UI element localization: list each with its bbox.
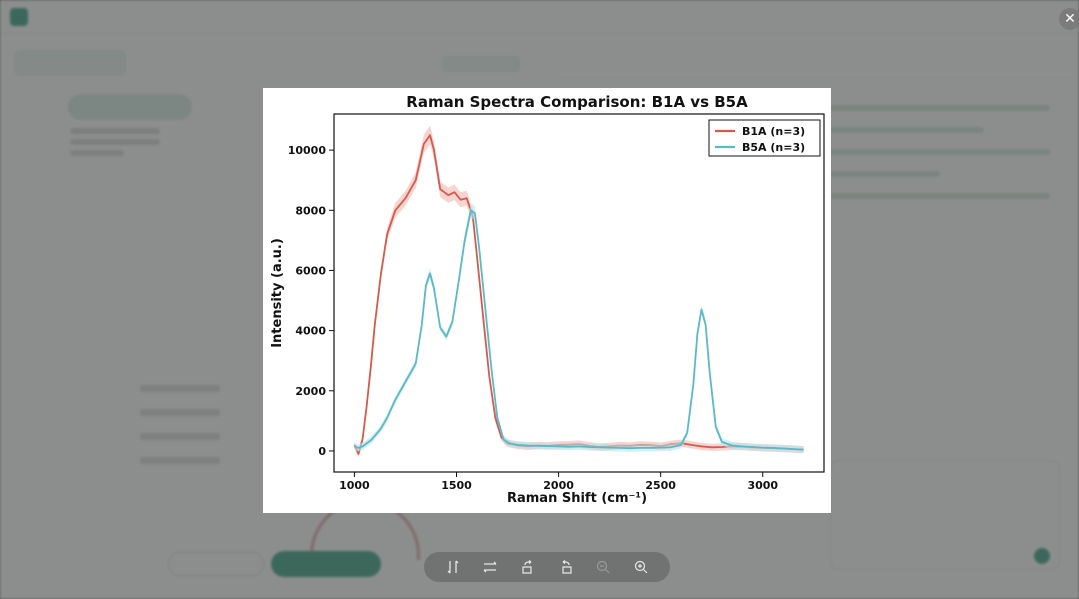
rotate-right-icon <box>522 560 532 574</box>
flip-vertical-icon <box>447 560 459 574</box>
y-tick-label: 2000 <box>295 385 326 398</box>
zoom-in-button[interactable] <box>630 556 652 578</box>
y-tick-label: 8000 <box>295 204 326 217</box>
close-button[interactable]: ✕ <box>1059 8 1079 30</box>
x-axis-label: Raman Shift (cm⁻¹) <box>507 491 647 506</box>
zoom-out-button[interactable] <box>592 556 614 578</box>
chart-title: Raman Spectra Comparison: B1A vs B5A <box>406 93 748 111</box>
series-line-0 <box>353 134 804 455</box>
x-tick-label: 2500 <box>645 479 676 492</box>
rotate-right-button[interactable] <box>517 556 539 578</box>
preview-image[interactable]: Raman Spectra Comparison: B1A vs B5A 100… <box>263 88 831 513</box>
series-line-1 <box>354 209 804 451</box>
flip-vertical-button[interactable] <box>442 556 464 578</box>
x-tick-label: 1500 <box>441 479 472 492</box>
x-tick-label: 2000 <box>543 479 574 492</box>
series-band-0 <box>354 125 804 458</box>
flip-horizontal-icon <box>484 561 497 573</box>
rotate-left-icon <box>562 560 572 574</box>
zoom-in-icon <box>635 560 648 574</box>
close-icon: ✕ <box>1064 11 1076 27</box>
y-tick-label: 0 <box>318 445 326 458</box>
viewer-toolbar <box>424 552 670 582</box>
legend-label-0: B1A (n=3) <box>742 125 805 138</box>
y-tick-label: 10000 <box>288 144 327 157</box>
plot-frame <box>333 113 825 473</box>
zoom-out-icon <box>597 560 610 574</box>
y-tick-label: 4000 <box>295 325 326 338</box>
legend-box <box>708 119 821 157</box>
raman-chart: Raman Spectra Comparison: B1A vs B5A 100… <box>270 93 825 506</box>
legend-label-1: B5A (n=3) <box>742 141 805 154</box>
rotate-left-button[interactable] <box>555 556 577 578</box>
y-tick-label: 6000 <box>295 264 326 277</box>
y-axis-label: Intensity (a.u.) <box>270 238 285 348</box>
x-tick-label: 1000 <box>339 479 370 492</box>
x-tick-label: 3000 <box>747 479 778 492</box>
flip-horizontal-button[interactable] <box>479 556 501 578</box>
